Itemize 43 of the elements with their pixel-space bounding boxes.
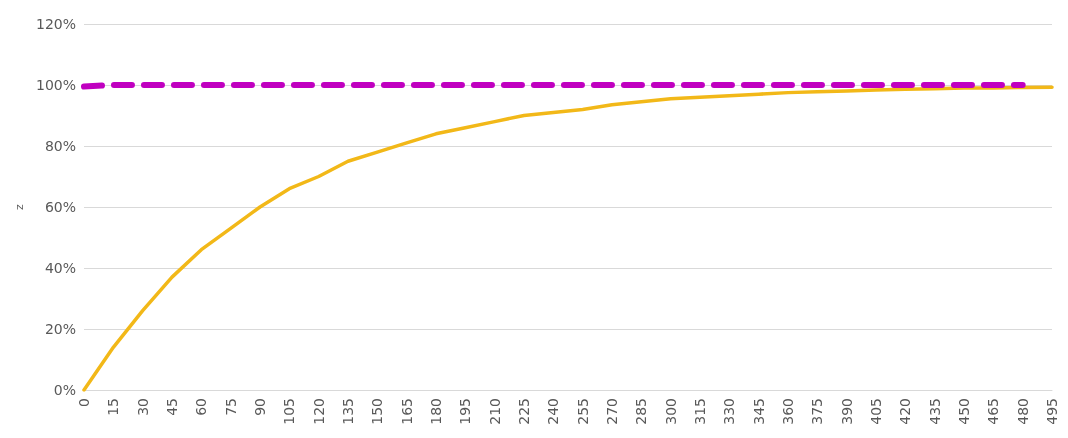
x-tick-label: 60: [193, 398, 210, 416]
x-tick-label: 405: [868, 398, 884, 425]
x-tick-label: 390: [838, 398, 855, 425]
x-tick-label: 105: [281, 398, 298, 425]
x-tick-label: 180: [428, 398, 444, 425]
x-tick-label: 210: [486, 398, 503, 425]
y-tick-label: 0%: [53, 382, 76, 398]
x-tick-label: 225: [516, 398, 532, 425]
y-tick-label: 120%: [35, 16, 76, 32]
x-tick-label: 165: [398, 398, 415, 425]
x-tick-label: 450: [956, 398, 972, 425]
x-tick-label: 150: [369, 398, 386, 425]
x-tick-label: 420: [897, 398, 914, 425]
y-tick-label: 80%: [44, 138, 76, 154]
x-tick-label: 345: [750, 398, 767, 425]
x-tick-label: 195: [457, 398, 474, 425]
x-tick-label: 360: [780, 398, 796, 425]
y-tick-label: 60%: [44, 199, 76, 215]
x-tick-label: 75: [222, 398, 239, 416]
y-tick-label: 20%: [44, 321, 76, 337]
x-tick-label: 30: [134, 398, 151, 416]
x-tick-label: 255: [574, 398, 591, 425]
y-tick-label: 100%: [35, 77, 76, 93]
x-tick-label: 435: [926, 398, 943, 425]
x-tick-label: 465: [985, 398, 1002, 425]
x-tick-label: 480: [1014, 398, 1031, 425]
x-tick-label: 330: [721, 398, 738, 425]
x-tick-label: 285: [633, 398, 650, 425]
line-series: [82, 85, 1054, 392]
x-tick-label: 375: [809, 398, 826, 425]
x-tick-label: 90: [252, 398, 268, 416]
x-tick-label: 495: [1044, 398, 1060, 425]
x-tick-label: 120: [310, 398, 327, 425]
y-axis-title: z: [13, 203, 27, 210]
x-tick-label: 300: [662, 398, 679, 425]
x-tick-label: 135: [340, 398, 356, 425]
x-tick-label: 240: [545, 398, 562, 425]
x-tick-label: 0: [76, 398, 92, 407]
y-tick-label: 40%: [44, 260, 76, 276]
x-tick-label: 45: [164, 398, 180, 416]
x-tick-label: 315: [692, 398, 708, 425]
x-tick-label: 270: [604, 398, 620, 425]
x-tick-label: 15: [105, 398, 122, 416]
